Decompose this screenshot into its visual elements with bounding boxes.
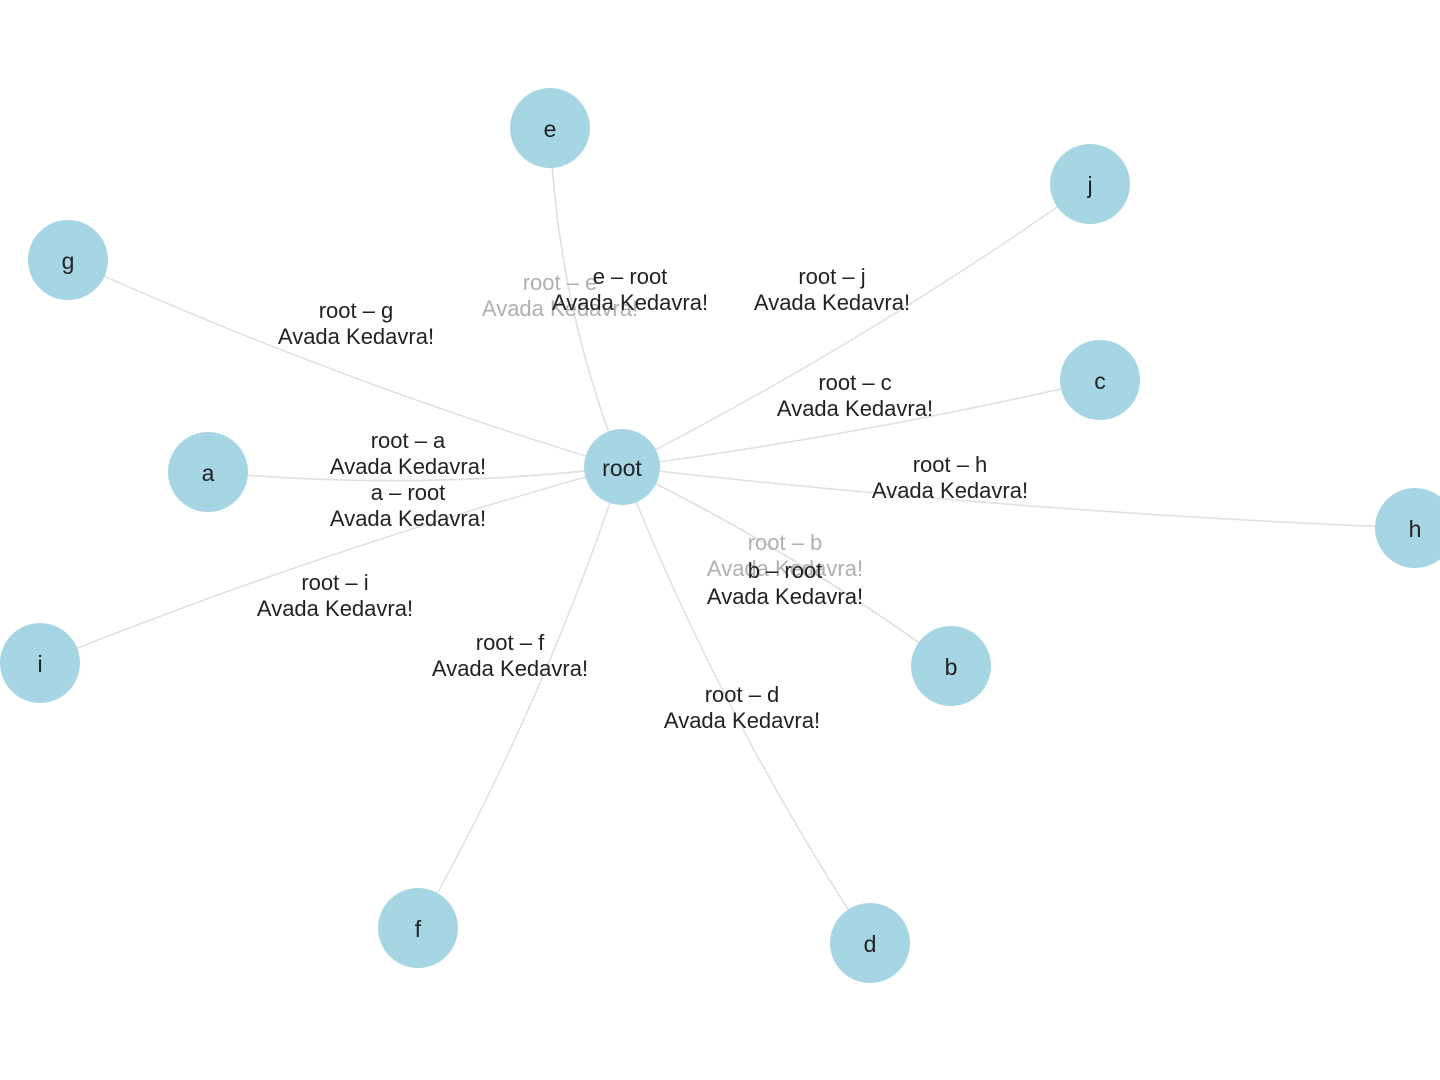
node-label-h: h	[1409, 516, 1422, 542]
edge-label-e-root-line1: e – root	[593, 264, 668, 289]
node-e[interactable]: e	[510, 88, 590, 168]
edge-label-e-root-line2: Avada Kedavra!	[552, 290, 708, 315]
node-h[interactable]: h	[1375, 488, 1440, 568]
node-circle-h[interactable]	[1375, 488, 1440, 568]
node-label-b: b	[945, 654, 958, 680]
node-label-root: root	[602, 455, 642, 481]
edge-label-root-j-line2: Avada Kedavra!	[754, 290, 910, 315]
edge-label-root-h-line1: root – h	[913, 452, 988, 477]
edge-label-b-root-line2: Avada Kedavra!	[707, 584, 863, 609]
node-g[interactable]: g	[28, 220, 108, 300]
edge-label-a-root-line1: a – root	[371, 480, 446, 505]
node-i[interactable]: i	[0, 623, 80, 703]
edge-label-root-g-line1: root – g	[319, 298, 394, 323]
edge-label-root-i-line1: root – i	[301, 570, 368, 595]
edge-label-root-d-line1: root – d	[705, 682, 780, 707]
edge-root-f	[418, 467, 622, 928]
node-label-i: i	[37, 651, 42, 677]
node-label-f: f	[415, 916, 422, 942]
edge-label-root-f-line1: root – f	[476, 630, 545, 655]
node-a[interactable]: a	[168, 432, 248, 512]
node-root[interactable]: root	[584, 429, 660, 505]
edge-label-root-b-line1: root – b	[748, 530, 823, 555]
edge-label-root-d-line2: Avada Kedavra!	[664, 708, 820, 733]
node-b[interactable]: b	[911, 626, 991, 706]
edge-label-root-i-line2: Avada Kedavra!	[257, 596, 413, 621]
node-label-e: e	[544, 116, 557, 142]
edge-label-root-a-line2: Avada Kedavra!	[330, 454, 486, 479]
node-label-j: j	[1086, 172, 1092, 198]
node-label-a: a	[202, 460, 215, 486]
node-d[interactable]: d	[830, 903, 910, 983]
edge-label-root-j-line1: root – j	[798, 264, 865, 289]
node-label-g: g	[62, 248, 75, 274]
edge-root-j	[622, 184, 1090, 467]
edge-label-root-f-line2: Avada Kedavra!	[432, 656, 588, 681]
node-f[interactable]: f	[378, 888, 458, 968]
node-c[interactable]: c	[1060, 340, 1140, 420]
edge-label-root-c-line1: root – c	[818, 370, 891, 395]
node-j[interactable]: j	[1050, 144, 1130, 224]
network-graph: root – aAvada Kedavra!a – rootAvada Keda…	[0, 0, 1440, 1080]
edge-label-b-root-line1: b – root	[748, 558, 823, 583]
edge-label-root-g-line2: Avada Kedavra!	[278, 324, 434, 349]
edge-label-root-a-line1: root – a	[371, 428, 446, 453]
edge-label-root-c-line2: Avada Kedavra!	[777, 396, 933, 421]
node-label-d: d	[864, 931, 877, 957]
node-label-c: c	[1094, 368, 1106, 394]
edge-label-root-h-line2: Avada Kedavra!	[872, 478, 1028, 503]
edge-label-a-root-line2: Avada Kedavra!	[330, 506, 486, 531]
